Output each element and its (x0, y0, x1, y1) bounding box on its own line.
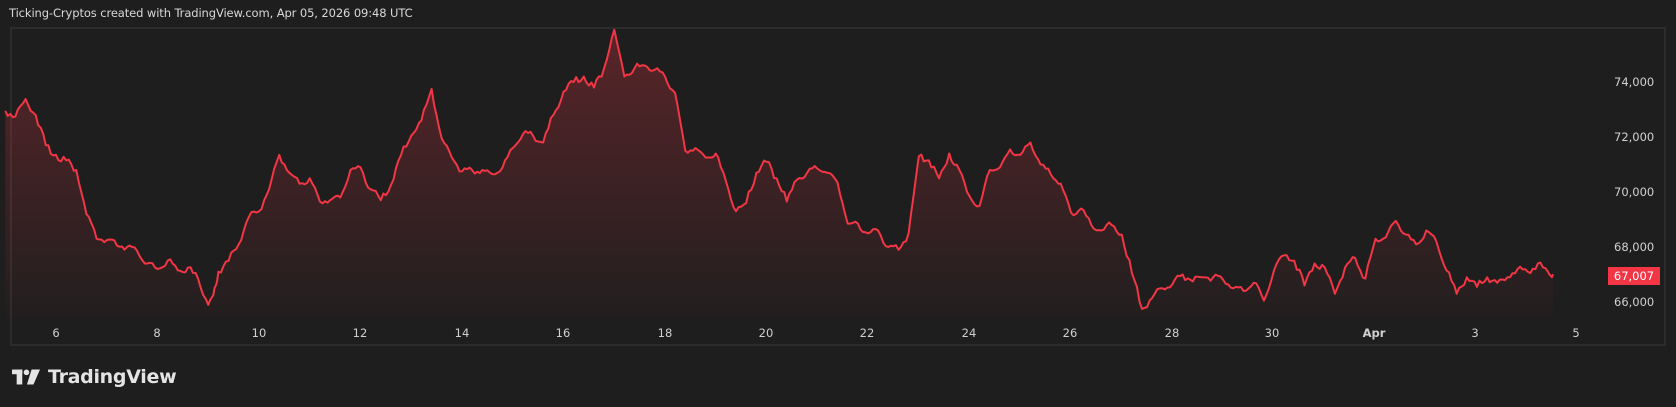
tradingview-logo[interactable]: TradingView (12, 366, 177, 388)
price-scale-label: 72,000 (1614, 130, 1655, 144)
time-scale-label: 6 (52, 326, 60, 340)
tradingview-logo-text: TradingView (48, 366, 177, 388)
price-area-fill (5, 29, 1554, 319)
time-scale-label: 3 (1471, 326, 1479, 340)
price-scale-label: 68,000 (1614, 240, 1655, 254)
tradingview-logo-icon (12, 369, 40, 385)
time-scale-label: 22 (859, 326, 875, 340)
time-scale-label: 24 (961, 326, 977, 340)
price-line (4, 28, 1555, 310)
price-scale-label: 74,000 (1614, 75, 1655, 89)
time-scale-label: Apr (1362, 326, 1386, 340)
time-scale-label: 18 (657, 326, 673, 340)
time-scale-label: 5 (1572, 326, 1580, 340)
time-scale-label: 8 (153, 326, 161, 340)
chart-caption: Ticking-Cryptos created with TradingView… (9, 6, 413, 20)
time-scale-label: 26 (1062, 326, 1078, 340)
time-scale-label: 16 (555, 326, 571, 340)
time-scale-label: 12 (352, 326, 368, 340)
time-scale-label: 28 (1164, 326, 1180, 340)
time-scale-label: 14 (454, 326, 470, 340)
time-scale-label: 10 (251, 326, 267, 340)
last-price-tag: 67,007 (1608, 267, 1660, 285)
price-scale-label: 66,000 (1614, 295, 1655, 309)
time-scale-label: 30 (1264, 326, 1280, 340)
time-scale-label: 20 (758, 326, 774, 340)
price-scale-label: 70,000 (1614, 185, 1655, 199)
